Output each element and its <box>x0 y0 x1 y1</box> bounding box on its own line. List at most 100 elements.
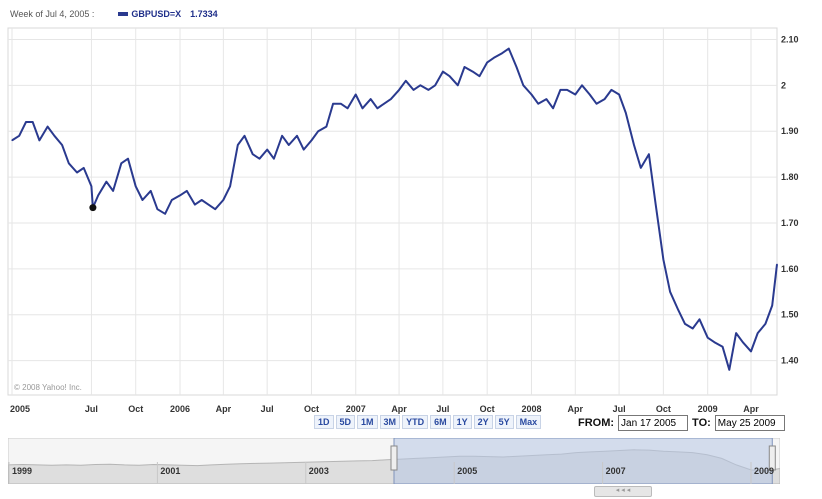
data-point <box>589 93 591 96</box>
data-point <box>463 66 466 68</box>
data-point <box>501 52 503 54</box>
data-point <box>604 98 606 100</box>
data-point <box>18 135 20 137</box>
data-point <box>493 57 495 59</box>
navigator-chart[interactable]: 1999 2001 2003 2005 2007 2009 <box>8 438 780 484</box>
data-point <box>214 208 216 210</box>
range-1y-button[interactable]: 1Y <box>452 415 472 429</box>
data-point <box>750 350 752 353</box>
x-tick-label: Oct <box>656 404 671 414</box>
data-point <box>537 103 539 105</box>
x-tick-label: 2005 <box>10 404 30 414</box>
data-point <box>266 148 268 151</box>
data-point <box>640 167 642 169</box>
to-date-input[interactable] <box>714 415 785 431</box>
y-tick-label: 1.80 <box>781 172 799 182</box>
data-point <box>370 98 372 100</box>
data-point <box>135 185 137 187</box>
data-point <box>207 204 210 206</box>
data-point <box>120 162 122 164</box>
data-point <box>405 80 407 82</box>
data-point <box>707 337 709 339</box>
data-point <box>648 153 650 155</box>
data-point <box>390 98 392 100</box>
x-tick-label: 2008 <box>521 404 541 414</box>
data-point <box>419 84 421 86</box>
watermark: © 2008 Yahoo! Inc. <box>14 383 82 392</box>
data-point <box>442 70 444 73</box>
data-point <box>574 93 576 96</box>
data-point <box>150 190 152 192</box>
range-5d-button[interactable]: 5D <box>335 415 356 429</box>
x-tick-label: Apr <box>216 404 232 414</box>
legend: GBPUSD=X 1.7334 <box>118 9 218 19</box>
navigator-handle-left <box>390 445 398 471</box>
x-tick-label: Oct <box>128 404 143 414</box>
y-tick-label: 1.90 <box>781 126 799 136</box>
data-point <box>273 158 275 160</box>
data-point <box>692 327 694 330</box>
data-point <box>625 112 627 114</box>
data-point <box>156 208 158 210</box>
from-date-input[interactable] <box>618 415 689 431</box>
data-point <box>112 190 114 192</box>
x-tick-label: Jul <box>613 404 626 414</box>
data-point <box>237 144 239 146</box>
from-label: FROM: <box>578 417 615 429</box>
data-point <box>472 70 474 73</box>
x-tick-label: Apr <box>568 404 584 414</box>
y-tick-label: 1.70 <box>781 218 799 228</box>
data-point <box>68 162 70 164</box>
data-point <box>194 204 196 206</box>
y-tick-label: 1.40 <box>781 356 799 366</box>
y-tick-label: 2.10 <box>781 34 799 44</box>
data-point <box>776 263 778 265</box>
range-5y-button[interactable]: 5Y <box>494 415 514 429</box>
data-point <box>486 61 488 64</box>
navigator-label: 2001 <box>160 466 180 476</box>
legend-symbol: GBPUSD=X <box>131 9 182 19</box>
data-point <box>398 89 400 91</box>
data-point <box>243 135 246 137</box>
data-point <box>288 144 290 146</box>
data-point <box>449 75 451 77</box>
plot-area <box>7 27 778 396</box>
range-2y-button[interactable]: 2Y <box>473 415 493 429</box>
range-max-button[interactable]: Max <box>515 415 542 429</box>
data-point <box>25 121 27 123</box>
x-tick-label: 2009 <box>698 404 718 414</box>
data-point <box>252 153 254 155</box>
data-point <box>478 75 481 77</box>
data-point <box>655 204 657 206</box>
data-point <box>662 259 664 261</box>
scroll-handle[interactable]: ◂ ◂ ◂ <box>594 486 652 497</box>
data-point <box>522 84 524 86</box>
range-1m-button[interactable]: 1M <box>357 415 378 429</box>
data-point <box>11 139 13 141</box>
data-point <box>258 158 261 160</box>
range-3m-button[interactable]: 3M <box>379 415 401 429</box>
data-point <box>610 89 612 91</box>
navigator-label: 1999 <box>12 466 32 476</box>
data-point <box>141 199 144 201</box>
data-point <box>38 139 41 141</box>
data-point <box>97 194 99 197</box>
data-point <box>559 89 561 91</box>
data-point <box>53 135 55 137</box>
data-point <box>721 346 724 348</box>
data-point <box>742 341 744 343</box>
x-tick-label: 2007 <box>346 404 366 414</box>
x-tick-label: Jul <box>261 404 274 414</box>
main-chart[interactable]: 2005 Jul Oct 2006 Apr Jul Oct 2007 Apr Jul Oct 2008… <box>0 0 822 415</box>
hover-date: Week of Jul 4, 2005 : <box>10 9 95 19</box>
navigator-label: 2003 <box>309 466 329 476</box>
range-ytd-button[interactable]: YTD <box>402 415 429 429</box>
data-point <box>530 93 533 96</box>
data-point <box>186 190 188 192</box>
range-1d-button[interactable]: 1D <box>314 415 334 429</box>
data-point <box>412 89 415 91</box>
data-point <box>618 93 620 96</box>
x-tick-label: 2006 <box>170 404 190 414</box>
navigator-selection <box>393 438 773 484</box>
range-6m-button[interactable]: 6M <box>430 415 451 429</box>
